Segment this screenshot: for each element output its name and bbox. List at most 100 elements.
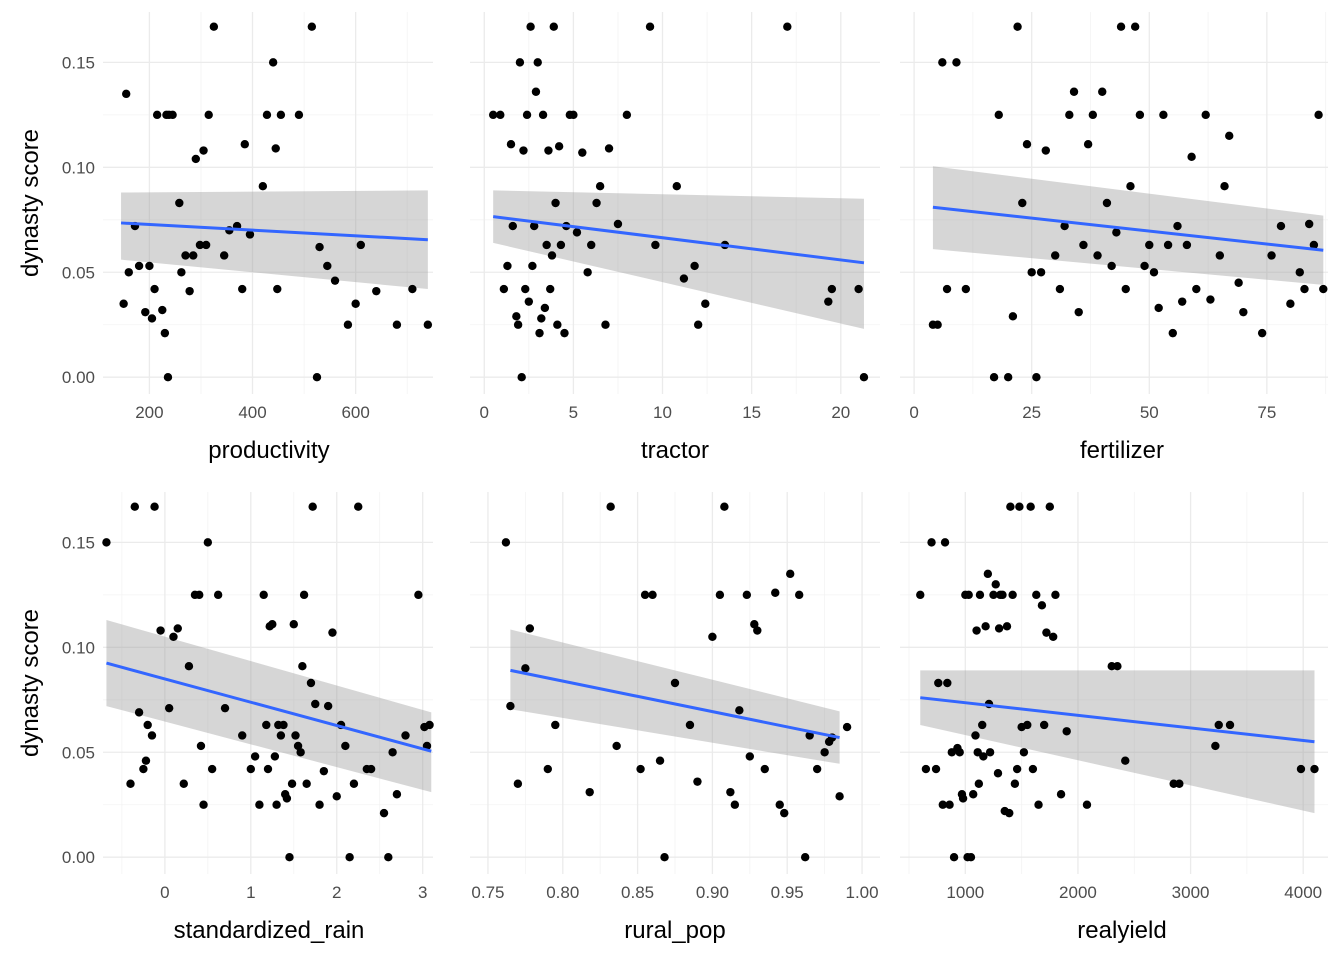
x-tick-label: 400 xyxy=(238,403,266,422)
data-point xyxy=(408,284,417,294)
data-point xyxy=(1319,284,1328,294)
data-point xyxy=(289,620,298,629)
y-tick-label: 0.10 xyxy=(62,638,95,657)
x-tick-label: 1 xyxy=(246,883,255,902)
data-point xyxy=(971,731,980,740)
data-point xyxy=(981,622,990,631)
panel-5: 0.75 0.80 0.85 0.90 0.95 1.00 rural_pop xyxy=(470,492,880,944)
data-point xyxy=(512,312,521,321)
data-point xyxy=(1168,328,1177,338)
data-point xyxy=(934,678,943,688)
data-point xyxy=(595,182,605,191)
data-point xyxy=(259,590,268,600)
data-point xyxy=(1163,240,1173,250)
data-point xyxy=(526,22,535,31)
data-point xyxy=(952,58,961,67)
y-tick-label: 0.00 xyxy=(62,848,95,867)
data-point xyxy=(745,752,755,761)
data-point xyxy=(693,320,703,329)
data-point xyxy=(994,110,1003,120)
data-point xyxy=(933,320,942,329)
data-point xyxy=(315,800,324,809)
data-point xyxy=(1187,152,1196,162)
data-point xyxy=(1121,756,1130,765)
data-point xyxy=(1032,590,1041,600)
data-point xyxy=(685,720,695,730)
data-point xyxy=(141,307,150,317)
data-point xyxy=(219,251,229,260)
data-point xyxy=(535,328,544,338)
data-point xyxy=(775,800,784,809)
data-point xyxy=(525,624,535,633)
data-point xyxy=(1225,720,1235,730)
data-point xyxy=(1018,198,1027,208)
data-point xyxy=(126,779,135,788)
data-point xyxy=(341,741,350,751)
data-point xyxy=(1173,221,1182,231)
data-point xyxy=(1145,240,1154,250)
data-point xyxy=(1140,261,1149,271)
data-point xyxy=(542,240,551,250)
data-point xyxy=(250,752,260,761)
data-point xyxy=(672,182,681,191)
x-axis-label: standardized_rain xyxy=(174,917,365,944)
data-point xyxy=(1008,312,1018,321)
data-point xyxy=(660,853,669,862)
data-point xyxy=(1310,764,1319,774)
data-point xyxy=(786,569,795,579)
data-point xyxy=(343,320,353,329)
data-point xyxy=(938,800,947,809)
data-point xyxy=(147,731,157,740)
data-point xyxy=(315,242,324,252)
data-point xyxy=(549,22,558,31)
data-point xyxy=(735,706,744,715)
data-point xyxy=(835,792,844,801)
data-point xyxy=(255,800,264,809)
data-point xyxy=(388,748,397,757)
data-point xyxy=(246,764,256,774)
data-point xyxy=(521,664,530,673)
data-point xyxy=(606,502,615,511)
data-point xyxy=(191,154,201,164)
data-point xyxy=(185,286,194,296)
data-point xyxy=(306,678,316,688)
data-point xyxy=(1149,268,1159,277)
data-point xyxy=(989,590,998,600)
data-point xyxy=(998,590,1007,600)
data-point xyxy=(604,144,614,153)
data-point xyxy=(199,146,208,155)
data-point xyxy=(163,373,173,382)
data-point xyxy=(640,590,650,600)
data-point xyxy=(143,720,152,730)
data-point xyxy=(1300,284,1309,294)
data-point xyxy=(612,741,621,751)
data-point xyxy=(294,110,304,120)
data-point xyxy=(345,853,354,862)
data-point xyxy=(955,748,964,757)
data-point xyxy=(1088,110,1098,120)
x-tick-label: 0.85 xyxy=(621,883,654,902)
data-point xyxy=(401,731,410,740)
x-tick-label: 10 xyxy=(653,403,672,422)
data-point xyxy=(1005,808,1014,818)
data-point xyxy=(181,251,190,260)
data-point xyxy=(601,320,610,329)
x-tick-label: 20 xyxy=(831,403,850,422)
data-point xyxy=(1234,278,1243,287)
data-point xyxy=(262,720,271,730)
data-point xyxy=(1037,601,1047,610)
x-axis-label: tractor xyxy=(641,437,709,464)
data-point xyxy=(356,240,366,250)
x-tick-label: 600 xyxy=(341,403,369,422)
data-point xyxy=(572,228,582,237)
y-tick-label: 0.15 xyxy=(62,53,95,72)
data-point xyxy=(130,502,139,511)
data-point xyxy=(958,794,968,803)
data-point xyxy=(569,110,578,120)
data-point xyxy=(1056,790,1066,799)
data-point xyxy=(1003,373,1013,382)
data-point xyxy=(195,590,204,600)
data-point xyxy=(1175,779,1184,788)
data-point xyxy=(622,110,632,120)
panel-2: 0 5 10 15 20 tractor xyxy=(470,12,880,464)
